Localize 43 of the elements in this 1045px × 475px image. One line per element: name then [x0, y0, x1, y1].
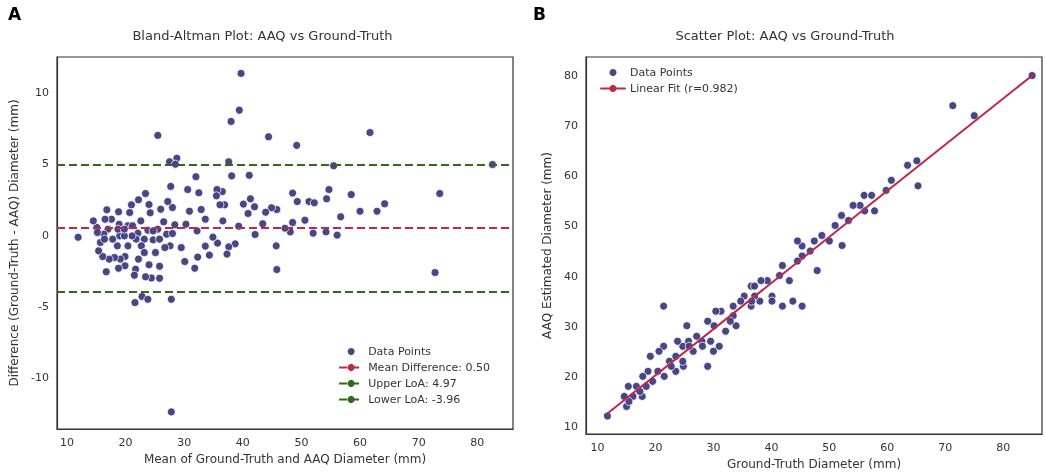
y-tick-label: 80	[564, 69, 578, 83]
x-tick-label: 40	[235, 436, 250, 449]
legend-label: Upper LoA: 4.97	[368, 377, 457, 390]
y-tick-label: 60	[564, 169, 578, 183]
chart-title: Scatter Plot: AAQ vs Ground-Truth	[675, 28, 895, 43]
legend-label: Mean Difference: 0.50	[368, 361, 490, 374]
text: A	[8, 4, 22, 24]
legend-label: Lower LoA: -3.96	[368, 393, 461, 406]
y-tick-label: -10	[31, 371, 49, 385]
x-tick-label: 30	[177, 436, 192, 449]
y-tick-label: 10	[35, 86, 49, 100]
x-tick-label: 30	[706, 441, 721, 454]
y-tick-label: 70	[564, 119, 578, 133]
legend-label: Data Points	[630, 66, 694, 79]
y-tick-label: 50	[564, 219, 578, 233]
x-tick-label: 40	[764, 441, 779, 454]
x-tick-label: 50	[294, 436, 309, 449]
legend-label: Linear Fit (r=0.982)	[630, 82, 738, 95]
x-tick-label: 20	[648, 441, 663, 454]
y-tick-label: 5	[42, 157, 49, 171]
x-tick-label: 80	[470, 436, 485, 449]
chart-title: Bland-Altman Plot: AAQ vs Ground-Truth	[132, 28, 393, 43]
text: B	[533, 4, 546, 24]
y-tick-label: 10	[564, 419, 578, 433]
x-tick-label: 80	[996, 441, 1011, 454]
x-tick-label: 10	[590, 441, 605, 454]
x-tick-label: 70	[938, 441, 953, 454]
x-tick-label: 10	[59, 436, 74, 449]
y-tick-label: 30	[564, 319, 578, 333]
y-tick-label: 20	[564, 369, 578, 383]
y-tick-label: 40	[564, 269, 578, 283]
x-tick-label: 50	[822, 441, 837, 454]
y-tick-label: 0	[42, 228, 49, 242]
x-tick-label: 60	[353, 436, 368, 449]
x-axis-title: Ground-Truth Diameter (mm)	[726, 457, 902, 471]
x-tick-label: 20	[118, 436, 133, 449]
legend-label: Data Points	[368, 345, 432, 358]
y-axis-title: AAQ Estimated Diameter (mm)	[540, 152, 555, 339]
y-tick-label: -5	[38, 299, 49, 313]
x-tick-label: 60	[880, 441, 895, 454]
y-axis-title: Difference (Ground-Truth - AAQ) Diameter (mm)	[7, 99, 22, 387]
x-tick-label: 70	[411, 436, 426, 449]
x-axis-title: Mean of Ground-Truth and AAQ Diameter (mm)	[143, 452, 427, 466]
